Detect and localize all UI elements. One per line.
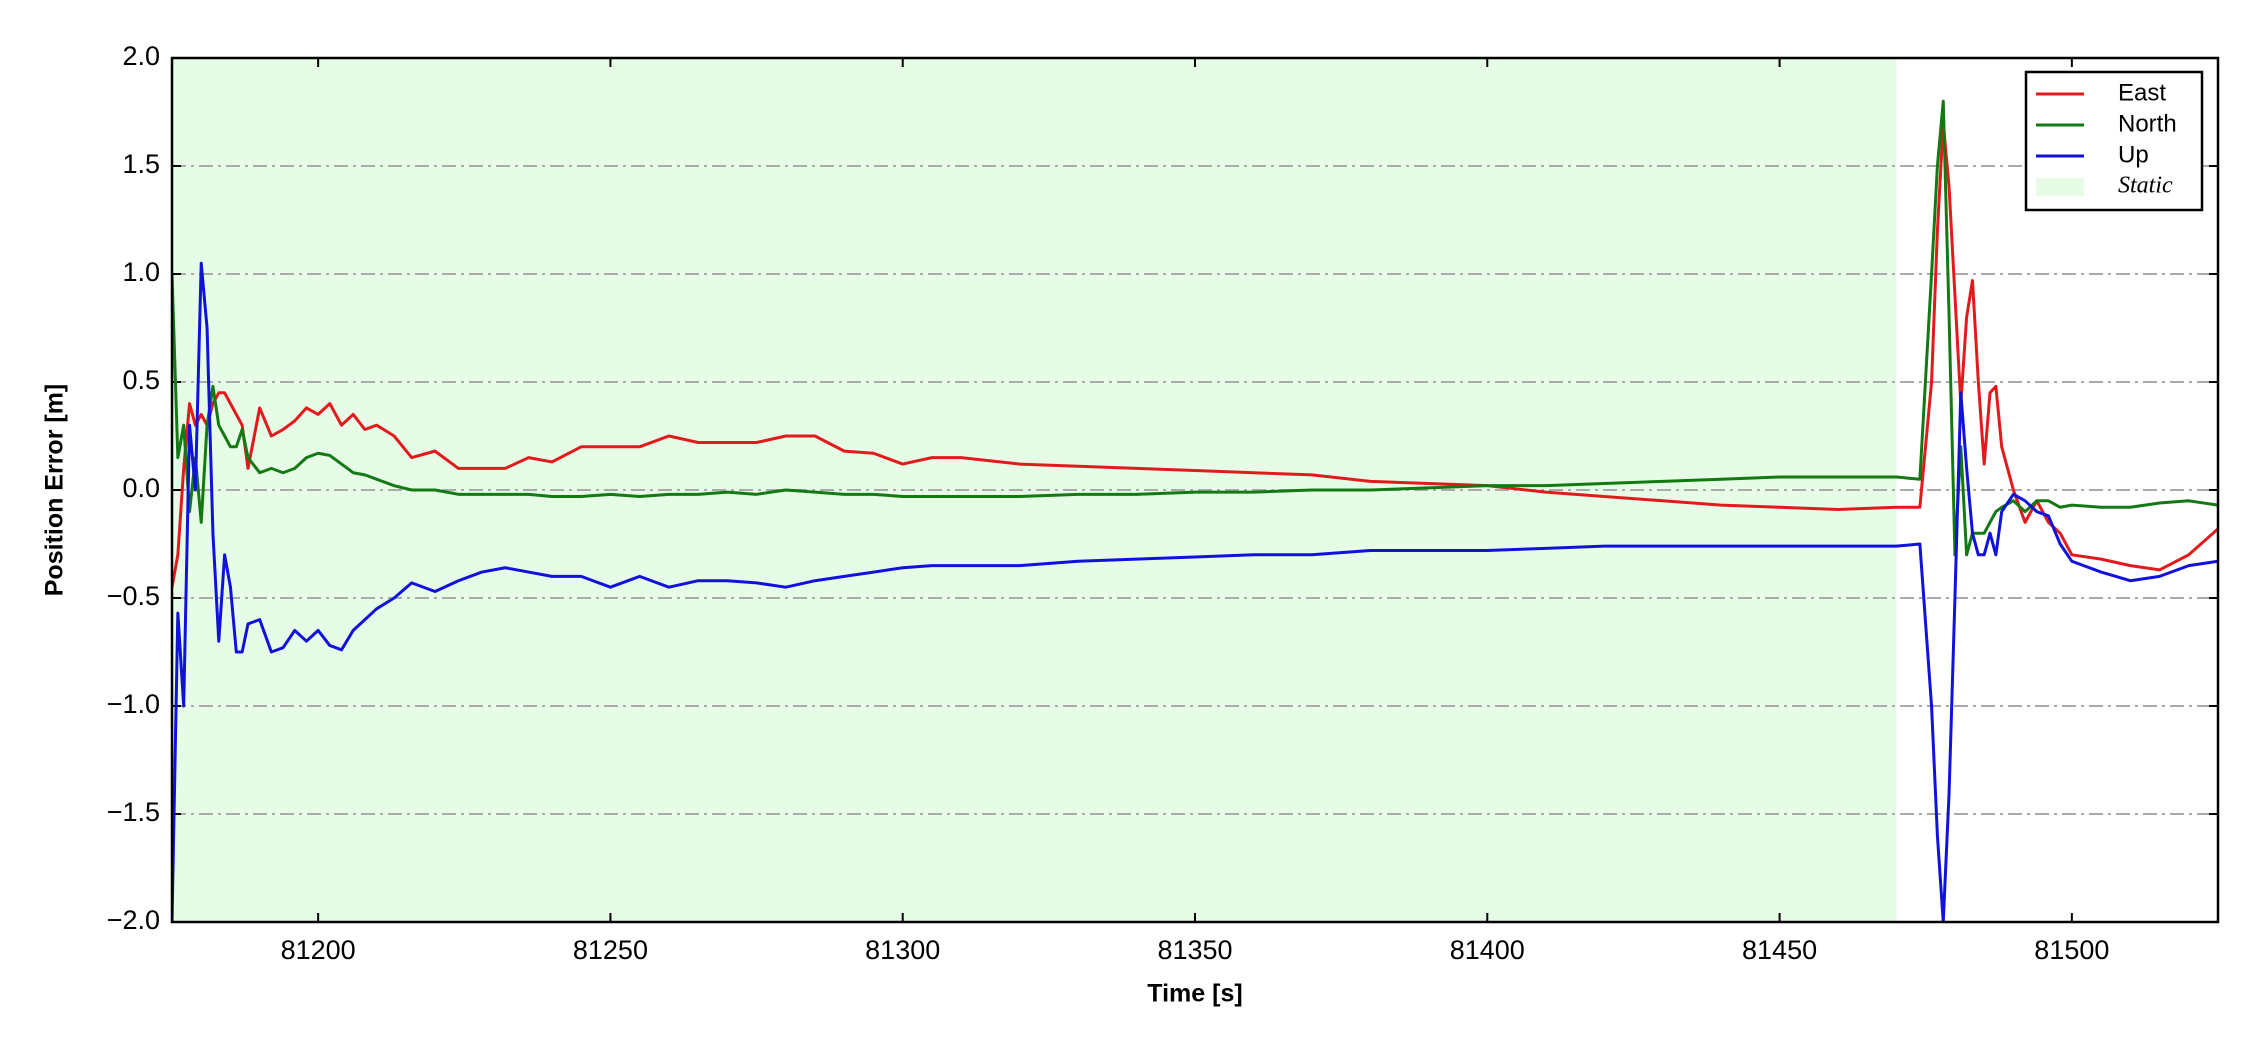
y-tick-label: −2.0 [107, 905, 160, 935]
y-tick-label: 0.5 [122, 365, 160, 395]
series-line [172, 99, 2218, 557]
y-tick-label: −1.0 [107, 689, 160, 719]
legend-label: Up [2118, 141, 2149, 168]
y-tick-label: 1.5 [122, 149, 160, 179]
x-tick-label: 81400 [1450, 935, 1525, 965]
y-axis-label: Position Error [m] [41, 384, 69, 597]
legend-swatch [2036, 178, 2084, 196]
y-tick-label: −0.5 [107, 581, 160, 611]
y-tick-label: 0.0 [122, 473, 160, 503]
x-tick-label: 81200 [281, 935, 356, 965]
x-axis-label: Time [s] [1147, 980, 1242, 1008]
y-tick-label: −1.5 [107, 797, 160, 827]
x-tick-label: 81450 [1742, 935, 1817, 965]
x-tick-label: 81350 [1157, 935, 1232, 965]
y-tick-label: 2.0 [122, 41, 160, 71]
legend-label: Static [2118, 173, 2173, 199]
series-line [172, 121, 2218, 588]
series-line [172, 261, 2218, 922]
x-tick-label: 81250 [573, 935, 648, 965]
legend-label: East [2118, 79, 2166, 106]
x-tick-label: 81300 [865, 935, 940, 965]
y-tick-label: 1.0 [122, 257, 160, 287]
plot-frame [170, 56, 2220, 924]
x-tick-label: 81500 [2034, 935, 2109, 965]
legend-label: North [2118, 110, 2177, 137]
